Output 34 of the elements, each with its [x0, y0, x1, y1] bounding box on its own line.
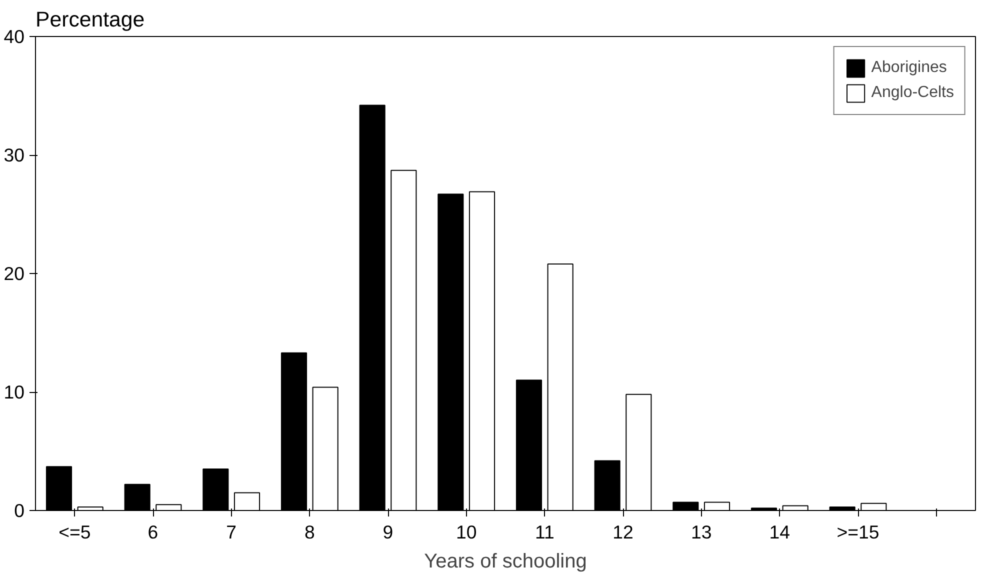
x-tick-label: >=15 — [836, 522, 880, 542]
x-tick-label: 7 — [226, 522, 237, 542]
y-axis-title: Percentage — [36, 8, 145, 32]
bar — [234, 492, 260, 510]
bar — [468, 191, 496, 510]
legend-label: Anglo-Celts — [871, 84, 954, 102]
x-tick-label: 12 — [612, 522, 634, 542]
bar — [312, 386, 338, 510]
bar — [438, 194, 464, 510]
x-axis-title: Years of schooling — [424, 550, 587, 572]
x-tick-label: 6 — [148, 522, 158, 542]
y-tick-label: 10 — [4, 382, 25, 402]
x-tick-label: 11 — [534, 522, 554, 542]
bar — [594, 460, 620, 510]
x-tick-label: <=5 — [58, 522, 91, 542]
bar — [359, 104, 386, 510]
x-tick-label: 10 — [456, 522, 477, 542]
y-tick-label: 0 — [14, 500, 25, 521]
y-tick-label: 30 — [4, 144, 25, 166]
bar — [516, 380, 542, 510]
bar — [46, 466, 72, 510]
x-tick-label: 8 — [304, 522, 315, 542]
bar — [202, 468, 229, 510]
x-tick-label: 13 — [690, 522, 712, 542]
y-tick-label: 20 — [4, 263, 25, 284]
bar — [124, 484, 150, 510]
legend-label: Aborigines — [871, 59, 947, 77]
bar — [547, 264, 574, 510]
bar — [280, 352, 308, 510]
x-tick-label: 14 — [769, 522, 790, 542]
x-tick-label: 9 — [382, 522, 394, 542]
y-tick-label: 40 — [4, 26, 25, 47]
bar — [672, 502, 699, 510]
bar — [704, 502, 730, 510]
